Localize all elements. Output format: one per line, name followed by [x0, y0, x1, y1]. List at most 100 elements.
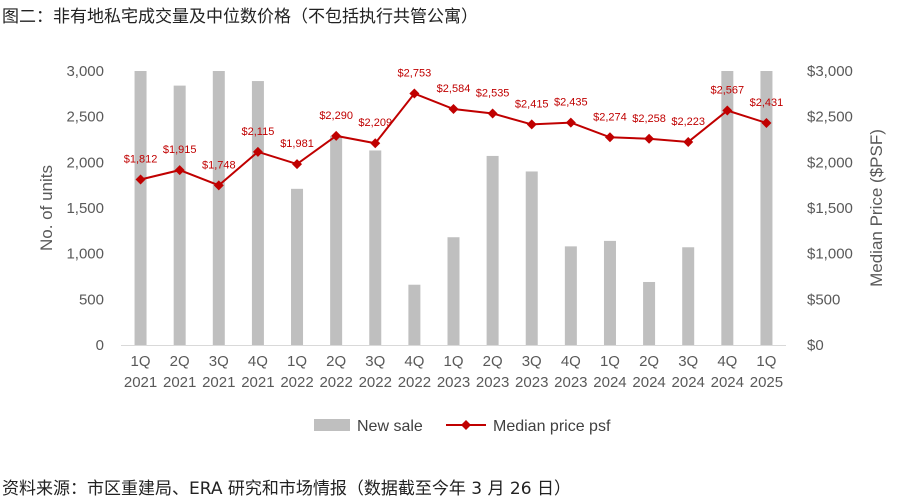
median-price-marker: [526, 119, 537, 130]
x-tick-label-quarter: 3Q: [209, 353, 229, 370]
bar-new-sale: [251, 81, 264, 346]
right-axis-ticks: $0 $500 $1,000 $1,500 $2,000 $2,500 $3,000: [807, 63, 853, 354]
median-price-marker: [370, 138, 381, 149]
bar-new-sale: [564, 246, 577, 345]
x-tick-label-quarter: 2Q: [326, 353, 346, 370]
x-tick-label-year: 2021: [202, 374, 235, 391]
bar-new-sale: [447, 237, 460, 345]
y-left-tick-label: 500: [79, 291, 104, 308]
x-tick-label-year: 2023: [554, 374, 587, 391]
y-left-tick-label: 1,500: [66, 200, 104, 217]
median-price-data-label: $2,258: [632, 113, 666, 125]
median-price-data-label: $1,915: [163, 144, 197, 156]
line-series: $1,812 $1,915 $1,748 $2,115 $1,981 $2,290 $2,2…: [124, 68, 784, 191]
median-price-marker: [252, 146, 263, 157]
median-price-marker: [761, 117, 772, 128]
median-price-data-label: $2,567: [710, 85, 744, 97]
left-axis-ticks: 0 500 1,000 1,500 2,000 2,500 3,000: [66, 63, 104, 354]
bar-new-sale: [173, 85, 186, 345]
x-tick-label-quarter: 2Q: [483, 353, 503, 370]
y-right-tick-label: $3,000: [807, 63, 853, 80]
x-tick-label-year: 2022: [319, 374, 352, 391]
x-tick-label-quarter: 4Q: [561, 353, 581, 370]
median-price-data-label: $2,290: [319, 110, 353, 122]
x-tick-label-year: 2023: [476, 374, 509, 391]
y-left-tick-label: 2,000: [66, 154, 104, 171]
median-price-marker: [644, 133, 655, 144]
bar-new-sale: [212, 71, 225, 345]
x-tick-label-quarter: 3Q: [522, 353, 542, 370]
y-axis-right-title: Median Price ($PSF): [867, 129, 886, 287]
bar-new-sale: [603, 240, 616, 345]
median-price-marker: [409, 88, 420, 99]
bar-new-sale: [643, 281, 656, 345]
y-right-tick-label: $2,500: [807, 109, 853, 126]
x-tick-label-quarter: 4Q: [404, 353, 424, 370]
median-price-data-label: $2,115: [241, 126, 274, 138]
median-price-marker: [604, 132, 615, 143]
y-left-tick-label: 3,000: [66, 63, 104, 80]
bar-new-sale: [721, 71, 734, 345]
x-tick-label-year: 2022: [280, 374, 313, 391]
x-tick-label-year: 2024: [672, 374, 705, 391]
bar-series: [134, 71, 773, 346]
bar-new-sale: [291, 188, 304, 345]
x-tick-label-year: 2023: [515, 374, 548, 391]
median-price-marker: [135, 174, 146, 185]
median-price-data-label: $2,415: [515, 98, 549, 110]
x-tick-label-quarter: 1Q: [287, 353, 307, 370]
median-price-marker: [448, 103, 459, 114]
x-tick-label-quarter: 1Q: [131, 353, 151, 370]
median-price-data-label: $2,209: [358, 117, 392, 129]
x-tick-label-quarter: 4Q: [717, 353, 737, 370]
legend-label-median-price: Median price psf: [493, 418, 611, 435]
median-price-marker: [565, 117, 576, 128]
x-tick-label-year: 2021: [163, 374, 196, 391]
x-tick-label-quarter: 2Q: [170, 353, 190, 370]
median-price-marker: [487, 108, 498, 119]
median-price-marker: [292, 159, 303, 170]
legend-label-new-sale: New sale: [357, 418, 423, 435]
median-price-data-label: $2,535: [476, 87, 510, 99]
median-price-data-label: $2,274: [593, 111, 627, 123]
figure-source: 资料来源：市区重建局、ERA 研究和市场情报（数据截至今年 3 月 26 日）: [2, 479, 571, 499]
x-axis-ticks: 1Q 2021 2Q 2021 3Q 2021 4Q 2021 1Q 2022 2Q 2022 3Q 20…: [124, 353, 783, 391]
median-price-marker: [174, 165, 185, 176]
x-tick-label-quarter: 1Q: [443, 353, 463, 370]
x-tick-label-year: 2022: [359, 374, 392, 391]
y-right-tick-label: $500: [807, 291, 840, 308]
median-price-data-label: $1,748: [202, 159, 236, 171]
x-tick-label-quarter: 3Q: [365, 353, 385, 370]
bar-new-sale: [486, 155, 499, 345]
median-price-marker: [683, 136, 694, 147]
y-left-tick-label: 0: [96, 337, 104, 354]
y-right-tick-label: $2,000: [807, 154, 853, 171]
bar-new-sale: [369, 150, 382, 345]
x-tick-label-quarter: 2Q: [639, 353, 659, 370]
median-price-marker: [213, 180, 224, 191]
median-price-data-label: $2,435: [554, 97, 588, 109]
bar-new-sale: [682, 247, 695, 345]
x-tick-label-quarter: 4Q: [248, 353, 268, 370]
y-left-tick-label: 1,000: [66, 246, 104, 263]
bar-new-sale: [134, 71, 147, 345]
figure-title: 图二：非有地私宅成交量及中位数价格（不包括执行共管公寓）: [2, 7, 478, 27]
y-axis-left-title: No. of units: [37, 165, 56, 251]
median-price-data-label: $2,584: [437, 83, 471, 95]
x-tick-label-year: 2021: [241, 374, 274, 391]
x-tick-label-year: 2024: [632, 374, 665, 391]
median-price-marker: [722, 105, 733, 116]
x-tick-label-quarter: 1Q: [600, 353, 620, 370]
x-tick-label-quarter: 3Q: [678, 353, 698, 370]
bar-new-sale: [408, 284, 421, 345]
x-tick-label-year: 2021: [124, 374, 157, 391]
median-price-marker: [331, 130, 342, 141]
bar-new-sale: [760, 71, 773, 345]
y-left-tick-label: 2,500: [66, 109, 104, 126]
x-tick-label-year: 2022: [398, 374, 431, 391]
median-price-data-label: $1,812: [124, 154, 158, 166]
x-tick-label-year: 2024: [593, 374, 626, 391]
legend: New sale Median price psf: [314, 418, 611, 435]
median-price-data-label: $2,431: [750, 97, 784, 109]
